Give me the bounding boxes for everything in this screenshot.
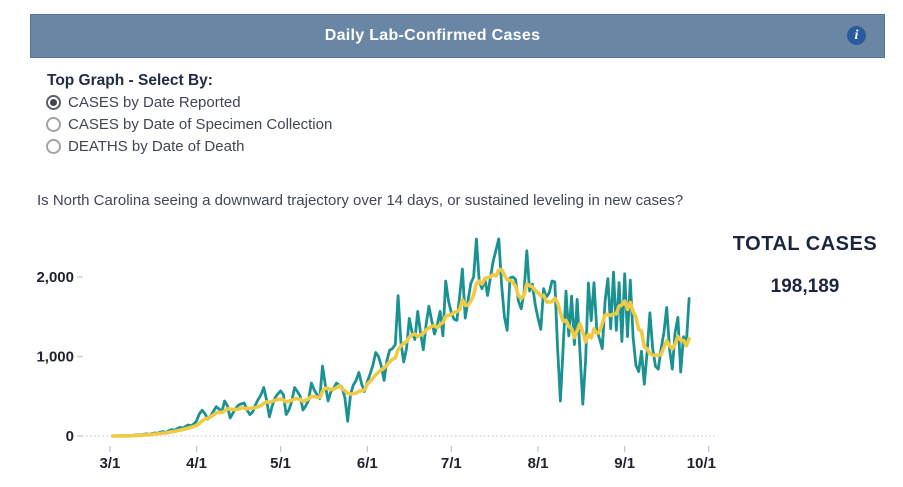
svg-text:10/1: 10/1 — [687, 455, 716, 472]
svg-text:1,000: 1,000 — [36, 349, 74, 366]
svg-text:4/1: 4/1 — [186, 455, 207, 472]
svg-text:8/1: 8/1 — [528, 455, 549, 472]
svg-text:6/1: 6/1 — [357, 455, 378, 472]
svg-text:3/1: 3/1 — [99, 455, 120, 472]
svg-text:5/1: 5/1 — [270, 455, 291, 472]
svg-text:2,000: 2,000 — [36, 269, 74, 286]
svg-text:9/1: 9/1 — [614, 455, 635, 472]
svg-text:0: 0 — [66, 428, 74, 445]
svg-text:7/1: 7/1 — [441, 455, 462, 472]
